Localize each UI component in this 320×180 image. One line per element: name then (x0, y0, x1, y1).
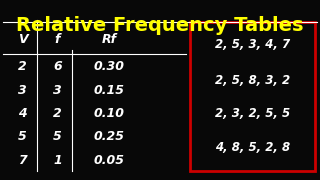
Text: 4, 8, 5, 2, 8: 4, 8, 5, 2, 8 (215, 141, 290, 154)
Text: 5: 5 (53, 130, 62, 143)
Text: 5: 5 (18, 130, 27, 143)
Text: 3: 3 (53, 84, 62, 96)
Text: 2, 5, 8, 3, 2: 2, 5, 8, 3, 2 (215, 75, 290, 87)
Text: 0.30: 0.30 (93, 60, 124, 73)
Text: 0.10: 0.10 (93, 107, 124, 120)
Text: 1: 1 (53, 154, 62, 167)
Text: Rf: Rf (101, 33, 116, 46)
Text: 2, 3, 2, 5, 5: 2, 3, 2, 5, 5 (215, 107, 290, 120)
Text: 0.15: 0.15 (93, 84, 124, 96)
Text: 2: 2 (53, 107, 62, 120)
Text: f: f (55, 33, 60, 46)
Text: Relative Frequency Tables: Relative Frequency Tables (16, 16, 304, 35)
Bar (190, 22, 315, 171)
Text: 2: 2 (18, 60, 27, 73)
Text: 3: 3 (18, 84, 27, 96)
Text: 0.25: 0.25 (93, 130, 124, 143)
Text: 4: 4 (18, 107, 27, 120)
Text: 0.05: 0.05 (93, 154, 124, 167)
Text: V: V (18, 33, 27, 46)
Text: 2, 5, 3, 4, 7: 2, 5, 3, 4, 7 (215, 39, 290, 51)
Text: 7: 7 (18, 154, 27, 167)
Text: 6: 6 (53, 60, 62, 73)
